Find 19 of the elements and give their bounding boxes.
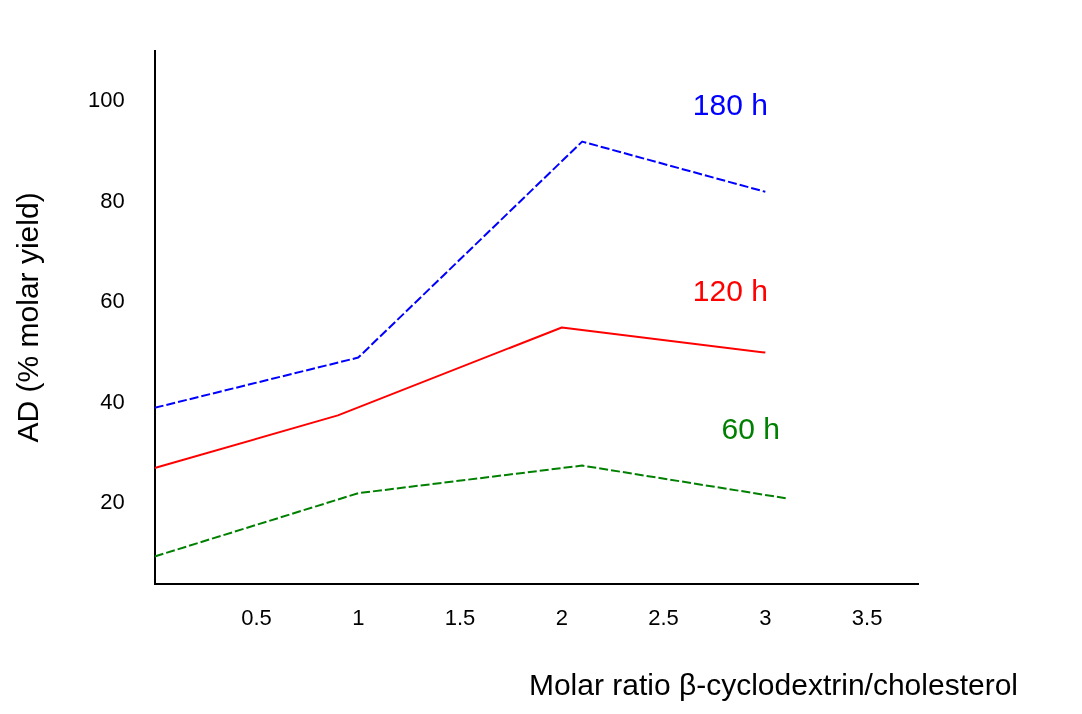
x-tick-label: 1.5 — [444, 604, 476, 630]
y-tick-label: 60 — [100, 288, 125, 314]
line-series — [154, 464, 787, 558]
x-tick-label: 2 — [555, 604, 568, 630]
y-tick-label: 80 — [100, 187, 125, 213]
y-tick-label: 40 — [100, 388, 125, 414]
x-tick-label: 1 — [352, 604, 365, 630]
x-axis-title: Molar ratio β-cyclodextrin/cholesterol — [528, 668, 1018, 702]
y-tick-label: 100 — [87, 87, 125, 113]
line-series — [154, 140, 767, 409]
series-label: 120 h — [692, 273, 768, 307]
x-tick-label: 0.5 — [241, 604, 272, 630]
series-label: 180 h — [692, 87, 768, 121]
x-tick-label: 3.5 — [851, 604, 883, 630]
x-tick-label: 2.5 — [648, 604, 679, 630]
y-tick-label: 20 — [100, 489, 125, 515]
x-tick-label: 3 — [759, 604, 772, 630]
y-axis-title: AD (% molar yield) — [11, 192, 45, 443]
series-label: 60 h — [721, 411, 780, 445]
